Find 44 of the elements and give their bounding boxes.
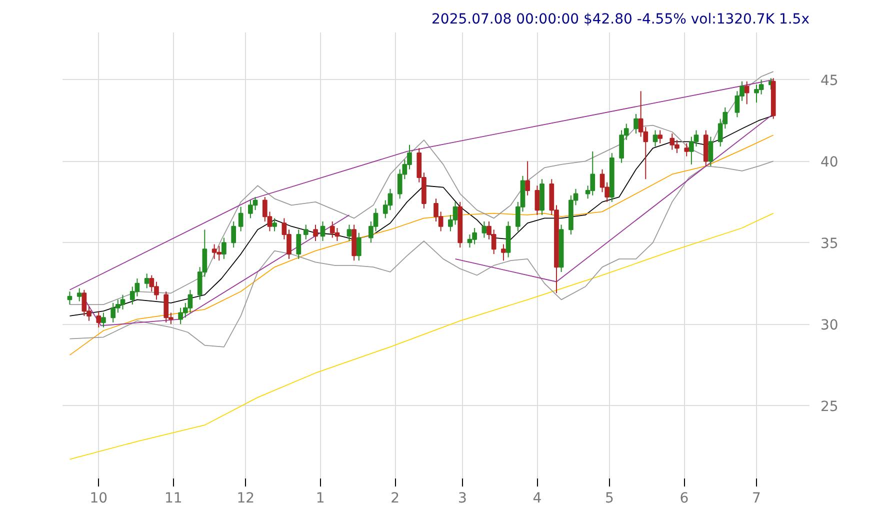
- y-tick-label: 45: [820, 73, 838, 90]
- x-tick-label: 1: [316, 490, 325, 505]
- x-tick-label: 5: [605, 490, 614, 505]
- candlestick: [652, 130, 658, 148]
- candlestick: [346, 224, 352, 242]
- x-tick-label: 10: [90, 490, 108, 505]
- x-tick-label: 11: [164, 490, 182, 505]
- candlestick: [231, 220, 236, 248]
- candlestick: [658, 130, 663, 144]
- candlestick: [303, 224, 308, 240]
- line-series: [69, 134, 774, 356]
- candlestick: [525, 160, 530, 196]
- y-tick-label: 35: [820, 236, 838, 252]
- y-tick-label: 40: [820, 154, 838, 171]
- candlestick: [356, 232, 362, 262]
- y-tick-label: 25: [820, 399, 838, 416]
- x-tick-label: 12: [236, 490, 255, 505]
- candlestick: [320, 220, 326, 242]
- candlestick: [272, 218, 277, 232]
- candlestick: [482, 220, 487, 238]
- candlestick: [296, 229, 302, 260]
- candlestick: [238, 206, 244, 232]
- candlestick: [501, 244, 506, 262]
- line-series: [69, 160, 774, 348]
- candlestick: [144, 273, 150, 289]
- candlestick: [534, 185, 540, 216]
- candlestick: [708, 136, 714, 167]
- x-tick-label: 3: [458, 490, 467, 505]
- candlestick: [222, 237, 226, 260]
- x-tick-label: 7: [752, 490, 761, 505]
- x-tick-label: 2: [390, 490, 400, 505]
- candlestick: [96, 310, 102, 328]
- candlestick: [76, 288, 82, 302]
- candlestick: [67, 291, 72, 306]
- candlestick: [744, 80, 750, 105]
- candlestick: [313, 224, 318, 242]
- x-tick-label: 4: [532, 490, 542, 505]
- candlestick: [634, 113, 638, 134]
- y-tick-label: 30: [820, 318, 838, 334]
- candlestick: [684, 142, 690, 157]
- line-series: [69, 212, 774, 460]
- chart-title: 2025.07.08 00:00:00 $42.80 -4.55% vol:1320.7K 1.5x: [432, 12, 810, 28]
- candlestick: [101, 312, 106, 328]
- x-tick-label: 6: [680, 490, 689, 505]
